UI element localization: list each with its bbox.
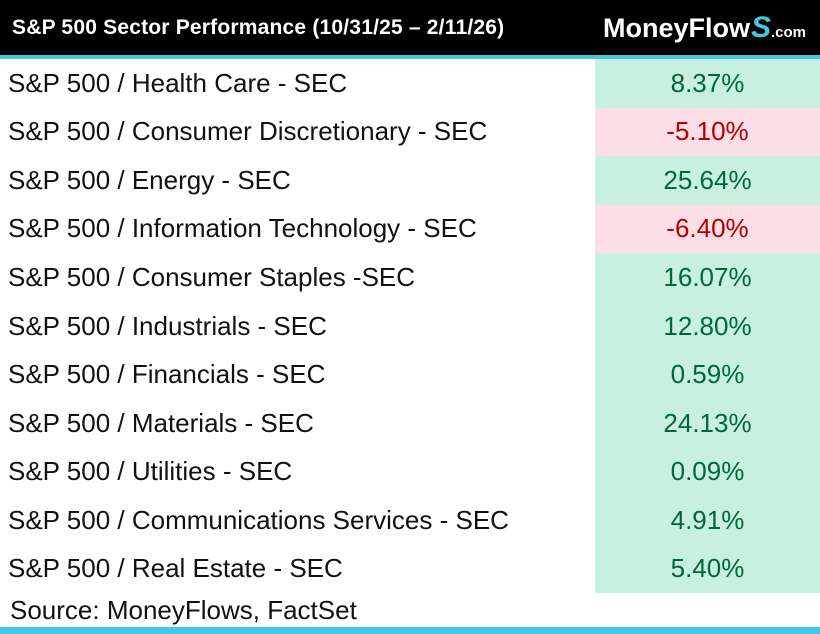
- performance-value: 16.07%: [595, 253, 820, 302]
- table-row: S&P 500 / Communications Services - SEC …: [0, 495, 820, 545]
- sector-label: S&P 500 / Materials - SEC: [8, 407, 314, 438]
- performance-value: -6.40%: [595, 204, 820, 254]
- performance-value: -5.10%: [595, 107, 820, 157]
- logo-text-main: MoneyFlow: [602, 12, 750, 43]
- table-row: S&P 500 / Information Technology - SEC -…: [0, 204, 820, 254]
- header-bar: S&P 500 Sector Performance (10/31/25 – 2…: [0, 0, 820, 55]
- sector-table: S&P 500 / Health Care - SEC 8.37% S&P 50…: [0, 59, 820, 594]
- sector-label: S&P 500 / Information Technology - SEC: [8, 213, 477, 244]
- sector-label: S&P 500 / Communications Services - SEC: [8, 504, 509, 535]
- sector-label: S&P 500 / Consumer Discretionary - SEC: [8, 116, 488, 147]
- table-row: S&P 500 / Financials - SEC 0.59%: [0, 350, 820, 399]
- logo-s-accent: S: [750, 10, 771, 44]
- table-row: S&P 500 / Consumer Discretionary - SEC -…: [0, 107, 820, 157]
- sector-label: S&P 500 / Utilities - SEC: [8, 456, 293, 487]
- page-title: S&P 500 Sector Performance (10/31/25 – 2…: [12, 15, 505, 39]
- table-row: S&P 500 / Materials - SEC 24.13%: [0, 398, 820, 448]
- sector-label: S&P 500 / Energy - SEC: [8, 164, 291, 195]
- performance-value: 5.40%: [595, 544, 820, 594]
- sector-label: S&P 500 / Health Care - SEC: [8, 67, 348, 98]
- moneyflows-logo: MoneyFlow S .com: [603, 11, 806, 45]
- sector-label: S&P 500 / Industrials - SEC: [8, 310, 327, 341]
- table-row: S&P 500 / Energy - SEC 25.64%: [0, 156, 820, 205]
- logo-text-suffix: .com: [770, 23, 806, 41]
- performance-value: 0.09%: [595, 447, 820, 496]
- sector-label: S&P 500 / Financials - SEC: [8, 359, 326, 390]
- sector-label: S&P 500 / Real Estate - SEC: [8, 553, 343, 584]
- header-divider: [0, 55, 820, 59]
- source-note: Source: MoneyFlows, FactSet: [0, 593, 820, 627]
- performance-value: 4.91%: [595, 495, 820, 545]
- performance-value: 0.59%: [595, 350, 820, 399]
- performance-value: 25.64%: [595, 156, 820, 205]
- performance-value: 8.37%: [595, 59, 820, 108]
- table-row: S&P 500 / Utilities - SEC 0.09%: [0, 447, 820, 496]
- bottom-accent-bar: [0, 627, 820, 634]
- table-row: S&P 500 / Industrials - SEC 12.80%: [0, 301, 820, 351]
- table-row: S&P 500 / Consumer Staples -SEC 16.07%: [0, 253, 820, 302]
- table-row: S&P 500 / Real Estate - SEC 5.40%: [0, 544, 820, 594]
- table-row: S&P 500 / Health Care - SEC 8.37%: [0, 59, 820, 108]
- performance-value: 24.13%: [595, 398, 820, 448]
- performance-value: 12.80%: [595, 301, 820, 351]
- sector-label: S&P 500 / Consumer Staples -SEC: [8, 261, 416, 292]
